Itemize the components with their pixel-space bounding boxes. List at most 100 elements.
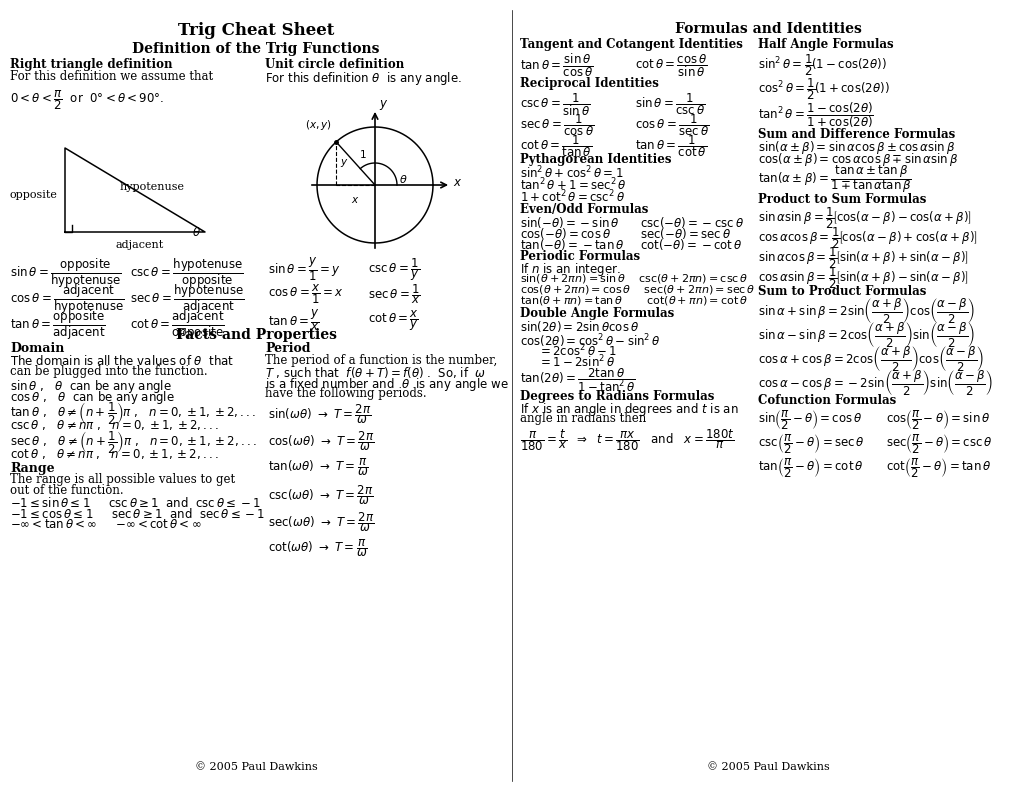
Text: $\csc\theta=\dfrac{1}{\sin\theta}$: $\csc\theta=\dfrac{1}{\sin\theta}$ [520, 91, 591, 118]
Text: $\cos(\alpha\pm\beta)=\cos\alpha\cos\beta\mp\sin\alpha\sin\beta$: $\cos(\alpha\pm\beta)=\cos\alpha\cos\bet… [758, 151, 958, 168]
Text: $\cos(2\theta)=\cos^2\theta-\sin^2\theta$: $\cos(2\theta)=\cos^2\theta-\sin^2\theta… [520, 332, 660, 350]
Text: © 2005 Paul Dawkins: © 2005 Paul Dawkins [195, 762, 317, 772]
Text: $\sec\!\left(\dfrac{\pi}{2}-\theta\right)=\csc\theta$: $\sec\!\left(\dfrac{\pi}{2}-\theta\right… [886, 432, 993, 456]
Text: $\cos\theta$ ,   $\theta$  can be any angle: $\cos\theta$ , $\theta$ can be any angle [10, 389, 175, 406]
Text: $\tan\theta=\dfrac{1}{\cot\theta}$: $\tan\theta=\dfrac{1}{\cot\theta}$ [635, 133, 708, 159]
Text: $\cot\theta=\dfrac{\cos\theta}{\sin\theta}$: $\cot\theta=\dfrac{\cos\theta}{\sin\thet… [635, 52, 708, 78]
Text: $\sin\theta=\dfrac{\mathrm{opposite}}{\mathrm{hypotenuse}}$: $\sin\theta=\dfrac{\mathrm{opposite}}{\m… [10, 256, 122, 290]
Text: angle in radians then: angle in radians then [520, 412, 646, 425]
Text: Unit circle definition: Unit circle definition [265, 58, 404, 71]
Text: $\cot\theta$ ,   $\theta\neq n\pi$ ,   $n=0,\pm1,\pm2,...$: $\cot\theta$ , $\theta\neq n\pi$ , $n=0,… [10, 447, 218, 461]
Text: $\tan(-\theta)=-\tan\theta$: $\tan(-\theta)=-\tan\theta$ [520, 237, 625, 252]
Text: Range: Range [10, 462, 54, 475]
Text: $\cot\theta=\dfrac{\mathrm{adjacent}}{\mathrm{opposite}}$: $\cot\theta=\dfrac{\mathrm{adjacent}}{\m… [130, 308, 224, 342]
Text: $-1\leq\sin\theta\leq1$     $\csc\theta\geq1$  and  $\csc\theta\leq-1$: $-1\leq\sin\theta\leq1$ $\csc\theta\geq1… [10, 496, 261, 510]
Text: $\cos^2\theta=\dfrac{1}{2}\!\left(1+\cos(2\theta)\right)$: $\cos^2\theta=\dfrac{1}{2}\!\left(1+\cos… [758, 76, 890, 102]
Text: Definition of the Trig Functions: Definition of the Trig Functions [132, 42, 380, 56]
Text: $0<\theta<\dfrac{\pi}{2}$  or  $0°<\theta<90°$.: $0<\theta<\dfrac{\pi}{2}$ or $0°<\theta<… [10, 88, 164, 112]
Text: Domain: Domain [10, 342, 65, 355]
Text: $\cos(\theta+2\pi n)=\cos\theta$    $\sec(\theta+2\pi n)=\sec\theta$: $\cos(\theta+2\pi n)=\cos\theta$ $\sec(\… [520, 283, 756, 296]
Text: $\cos\alpha\sin\beta=\dfrac{1}{2}\!\left[\sin(\alpha+\beta)-\sin(\alpha-\beta)\r: $\cos\alpha\sin\beta=\dfrac{1}{2}\!\left… [758, 265, 969, 290]
Text: $\cos\alpha\cos\beta=\dfrac{1}{2}\!\left[\cos(\alpha-\beta)+\cos(\alpha+\beta)\r: $\cos\alpha\cos\beta=\dfrac{1}{2}\!\left… [758, 225, 978, 251]
Text: $\sin\alpha\cos\beta=\dfrac{1}{2}\!\left[\sin(\alpha+\beta)+\sin(\alpha-\beta)\r: $\sin\alpha\cos\beta=\dfrac{1}{2}\!\left… [758, 245, 969, 271]
Text: Reciprocal Identities: Reciprocal Identities [520, 77, 658, 90]
Text: opposite: opposite [10, 190, 58, 200]
Text: $\tan\theta$ ,   $\theta\neq\left(n+\dfrac{1}{2}\right)\pi$ ,   $n=0,\pm1,\pm2,.: $\tan\theta$ , $\theta\neq\left(n+\dfrac… [10, 400, 256, 426]
Text: Tangent and Cotangent Identities: Tangent and Cotangent Identities [520, 38, 742, 51]
Text: $\csc(\omega\theta)\ \rightarrow\ T=\dfrac{2\pi}{\omega}$: $\csc(\omega\theta)\ \rightarrow\ T=\dfr… [268, 483, 374, 507]
Text: $\tan(2\theta)=\dfrac{2\tan\theta}{1-\tan^2\theta}$: $\tan(2\theta)=\dfrac{2\tan\theta}{1-\ta… [520, 366, 636, 394]
Text: $=2\cos^2\theta-1$: $=2\cos^2\theta-1$ [538, 343, 617, 360]
Text: $T$ , such that  $f(\theta+T)=f(\theta)$ .  So, if  $\omega$: $T$ , such that $f(\theta+T)=f(\theta)$ … [265, 365, 486, 380]
Text: $\cot(-\theta)=-\cot\theta$: $\cot(-\theta)=-\cot\theta$ [640, 237, 742, 252]
Text: Sum and Difference Formulas: Sum and Difference Formulas [758, 128, 955, 141]
Text: $\tan(\alpha\pm\beta)=\dfrac{\tan\alpha\pm\tan\beta}{1\mp\tan\alpha\tan\beta}$: $\tan(\alpha\pm\beta)=\dfrac{\tan\alpha\… [758, 163, 912, 195]
Text: The domain is all the values of $\theta$  that: The domain is all the values of $\theta$… [10, 354, 234, 368]
Text: $\cos(\omega\theta)\ \rightarrow\ T=\dfrac{2\pi}{\omega}$: $\cos(\omega\theta)\ \rightarrow\ T=\dfr… [268, 429, 375, 452]
Text: can be plugged into the function.: can be plugged into the function. [10, 365, 208, 378]
Text: $\csc\theta$ ,   $\theta\neq n\pi$ ,   $n=0,\pm1,\pm2,...$: $\csc\theta$ , $\theta\neq n\pi$ , $n=0,… [10, 418, 219, 432]
Text: $-\infty<\tan\theta<\infty$     $-\infty<\cot\theta<\infty$: $-\infty<\tan\theta<\infty$ $-\infty<\co… [10, 518, 202, 531]
Text: $\sec(\omega\theta)\ \rightarrow\ T=\dfrac{2\pi}{\omega}$: $\sec(\omega\theta)\ \rightarrow\ T=\dfr… [268, 510, 375, 534]
Text: $\tan\!\left(\dfrac{\pi}{2}-\theta\right)=\cot\theta$: $\tan\!\left(\dfrac{\pi}{2}-\theta\right… [758, 456, 863, 479]
Text: $\dfrac{\pi}{180}=\dfrac{t}{x}\ \ \Rightarrow\ \ t=\dfrac{\pi x}{180}$   and   $: $\dfrac{\pi}{180}=\dfrac{t}{x}\ \ \Right… [520, 427, 734, 452]
Text: © 2005 Paul Dawkins: © 2005 Paul Dawkins [707, 762, 829, 772]
Text: Product to Sum Formulas: Product to Sum Formulas [758, 193, 927, 206]
Text: Formulas and Identities: Formulas and Identities [675, 22, 861, 36]
Text: Right triangle definition: Right triangle definition [10, 58, 172, 71]
Text: For this definition $\theta$  is any angle.: For this definition $\theta$ is any angl… [265, 70, 462, 87]
Text: If $n$ is an integer.: If $n$ is an integer. [520, 261, 621, 278]
Text: Period: Period [265, 342, 310, 355]
Text: $\sec(-\theta)=\sec\theta$: $\sec(-\theta)=\sec\theta$ [640, 226, 731, 241]
Text: Even/Odd Formulas: Even/Odd Formulas [520, 203, 648, 216]
Text: Cofunction Formulas: Cofunction Formulas [758, 394, 896, 407]
Text: $\cos\alpha+\cos\beta=2\cos\!\left(\dfrac{\alpha+\beta}{2}\right)\cos\!\left(\df: $\cos\alpha+\cos\beta=2\cos\!\left(\dfra… [758, 345, 984, 374]
Text: $\sin^2\theta+\cos^2\theta=1$: $\sin^2\theta+\cos^2\theta=1$ [520, 165, 624, 182]
Text: If $x$ is an angle in degrees and $t$ is an: If $x$ is an angle in degrees and $t$ is… [520, 401, 738, 418]
Text: $\sin^2\theta=\dfrac{1}{2}\!\left(1-\cos(2\theta)\right)$: $\sin^2\theta=\dfrac{1}{2}\!\left(1-\cos… [758, 52, 887, 78]
Text: $\csc\!\left(\dfrac{\pi}{2}-\theta\right)=\sec\theta$: $\csc\!\left(\dfrac{\pi}{2}-\theta\right… [758, 432, 865, 456]
Text: Trig Cheat Sheet: Trig Cheat Sheet [178, 22, 334, 39]
Text: $\tan^2\theta=\dfrac{1-\cos(2\theta)}{1+\cos(2\theta)}$: $\tan^2\theta=\dfrac{1-\cos(2\theta)}{1+… [758, 100, 873, 130]
Text: $\cot(\omega\theta)\ \rightarrow\ T=\dfrac{\pi}{\omega}$: $\cot(\omega\theta)\ \rightarrow\ T=\dfr… [268, 537, 368, 558]
Text: $\cos(-\theta)=\cos\theta$: $\cos(-\theta)=\cos\theta$ [520, 226, 611, 241]
Text: Facts and Properties: Facts and Properties [175, 328, 337, 342]
Text: $\theta$: $\theta$ [399, 173, 408, 185]
Text: $1+\cot^2\theta=\csc^2\theta$: $1+\cot^2\theta=\csc^2\theta$ [520, 189, 625, 206]
Text: adjacent: adjacent [115, 240, 163, 250]
Text: is a fixed number and  $\theta$  is any angle we: is a fixed number and $\theta$ is any an… [265, 376, 509, 393]
Text: $\tan^2\theta+1=\sec^2\theta$: $\tan^2\theta+1=\sec^2\theta$ [520, 177, 627, 194]
Text: $\sin(\omega\theta)\ \rightarrow\ T=\dfrac{2\pi}{\omega}$: $\sin(\omega\theta)\ \rightarrow\ T=\dfr… [268, 402, 372, 426]
Text: $\tan(\omega\theta)\ \rightarrow\ T=\dfrac{\pi}{\omega}$: $\tan(\omega\theta)\ \rightarrow\ T=\dfr… [268, 456, 369, 478]
Text: $\sin\theta$ ,   $\theta$  can be any angle: $\sin\theta$ , $\theta$ can be any angle [10, 378, 172, 395]
Text: $\sec\theta=\dfrac{1}{\cos\theta}$: $\sec\theta=\dfrac{1}{\cos\theta}$ [520, 112, 594, 138]
Text: $\sin(-\theta)=-\sin\theta$: $\sin(-\theta)=-\sin\theta$ [520, 215, 620, 230]
Text: $\cot\theta=\dfrac{x}{y}$: $\cot\theta=\dfrac{x}{y}$ [368, 308, 419, 333]
Text: $\sin(\theta+2\pi n)=\sin\theta$    $\csc(\theta+2\pi n)=\csc\theta$: $\sin(\theta+2\pi n)=\sin\theta$ $\csc(\… [520, 272, 749, 285]
Text: $\theta$: $\theta$ [193, 226, 201, 239]
Text: $\cos\!\left(\dfrac{\pi}{2}-\theta\right)=\sin\theta$: $\cos\!\left(\dfrac{\pi}{2}-\theta\right… [886, 408, 990, 432]
Text: $\cot\theta=\dfrac{1}{\tan\theta}$: $\cot\theta=\dfrac{1}{\tan\theta}$ [520, 133, 592, 159]
Text: $\cos\theta=\dfrac{x}{1}=x$: $\cos\theta=\dfrac{x}{1}=x$ [268, 282, 344, 305]
Text: $\csc\theta=\dfrac{1}{y}$: $\csc\theta=\dfrac{1}{y}$ [368, 256, 420, 282]
Text: $\tan(\theta+\pi n)=\tan\theta$       $\cot(\theta+\pi n)=\cot\theta$: $\tan(\theta+\pi n)=\tan\theta$ $\cot(\t… [520, 294, 748, 307]
Text: $\cos\theta=\dfrac{1}{\sec\theta}$: $\cos\theta=\dfrac{1}{\sec\theta}$ [635, 112, 710, 138]
Text: $\sec\theta$ ,   $\theta\neq\left(n+\dfrac{1}{2}\right)\pi$ ,   $n=0,\pm1,\pm2,.: $\sec\theta$ , $\theta\neq\left(n+\dfrac… [10, 429, 257, 455]
Text: Degrees to Radians Formulas: Degrees to Radians Formulas [520, 390, 715, 403]
Text: $\csc(-\theta)=-\csc\theta$: $\csc(-\theta)=-\csc\theta$ [640, 215, 744, 230]
Text: Half Angle Formulas: Half Angle Formulas [758, 38, 894, 51]
Text: $\tan\theta=\dfrac{y}{x}$: $\tan\theta=\dfrac{y}{x}$ [268, 308, 319, 333]
Text: hypotenuse: hypotenuse [120, 182, 185, 192]
Text: $\sin(2\theta)=2\sin\theta\cos\theta$: $\sin(2\theta)=2\sin\theta\cos\theta$ [520, 319, 639, 334]
Text: $\sec\theta=\dfrac{1}{x}$: $\sec\theta=\dfrac{1}{x}$ [368, 282, 421, 305]
Text: Pythagorean Identities: Pythagorean Identities [520, 153, 672, 166]
Text: The range is all possible values to get: The range is all possible values to get [10, 473, 236, 486]
Text: The period of a function is the number,: The period of a function is the number, [265, 354, 498, 367]
Text: $\cos\theta=\dfrac{\mathrm{adjacent}}{\mathrm{hypotenuse}}$: $\cos\theta=\dfrac{\mathrm{adjacent}}{\m… [10, 282, 125, 316]
Text: $\sin\alpha+\sin\beta=2\sin\!\left(\dfrac{\alpha+\beta}{2}\right)\cos\!\left(\df: $\sin\alpha+\sin\beta=2\sin\!\left(\dfra… [758, 297, 975, 326]
Text: $\sin(\alpha\pm\beta)=\sin\alpha\cos\beta\pm\cos\alpha\sin\beta$: $\sin(\alpha\pm\beta)=\sin\alpha\cos\bet… [758, 139, 955, 156]
Text: $\cos\alpha-\cos\beta=-2\sin\!\left(\dfrac{\alpha+\beta}{2}\right)\sin\!\left(\d: $\cos\alpha-\cos\beta=-2\sin\!\left(\dfr… [758, 369, 992, 398]
Text: $\sin\theta=\dfrac{y}{1}=y$: $\sin\theta=\dfrac{y}{1}=y$ [268, 256, 341, 282]
Text: $=1-2\sin^2\theta$: $=1-2\sin^2\theta$ [538, 354, 615, 371]
Text: $1$: $1$ [358, 149, 367, 161]
